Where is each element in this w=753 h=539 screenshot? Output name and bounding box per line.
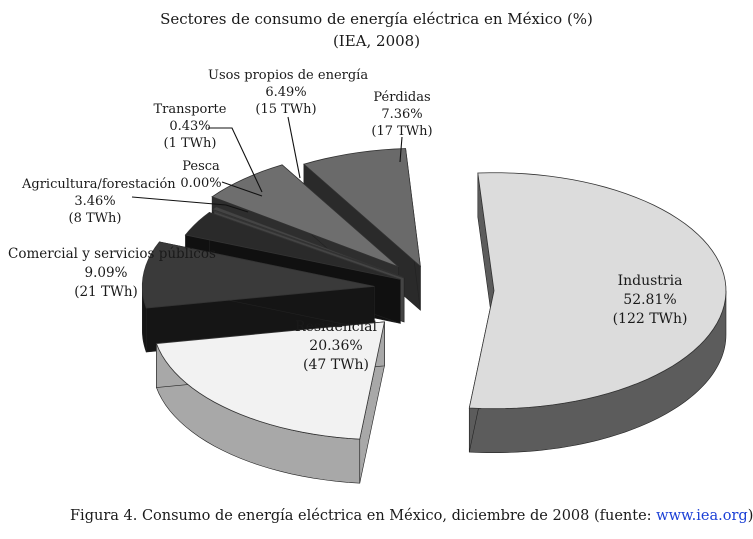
slice-residencial-top: [155, 321, 385, 440]
leader-agricultura: [131, 196, 249, 213]
label-comercial-name: Comercial y servicios públicos: [8, 246, 216, 262]
label-perdidas-name: Pérdidas: [373, 90, 431, 105]
label-residencial-percent: 20.36%: [309, 338, 363, 354]
slice-industria: [468, 172, 727, 454]
slice-perdidas-top: [303, 148, 421, 268]
slice-pesca-top: [212, 209, 405, 279]
slice-transporte-top: [211, 206, 403, 278]
caption-text: Figura 4. Consumo de energía eléctrica e…: [70, 508, 657, 524]
label-perdidas: Pérdidas 7.36% (17 TWh): [364, 89, 440, 140]
label-residencial: Residencial 20.36% (47 TWh): [276, 318, 396, 375]
figure-caption: Figura 4. Consumo de energía eléctrica e…: [70, 508, 753, 524]
label-pesca-name: Pesca: [182, 159, 220, 174]
label-transporte-name: Transporte: [153, 102, 227, 117]
label-perdidas-twh: (17 TWh): [371, 124, 433, 139]
label-comercial: Comercial y servicios públicos 9.09% (21…: [8, 245, 216, 302]
label-agricultura-percent: 3.46%: [74, 194, 116, 209]
label-industria-twh: (122 TWh): [612, 311, 688, 327]
label-usos-propios: Usos propios de energía 6.49% (15 TWh): [208, 67, 369, 118]
slice-agricultura-top: [184, 211, 401, 280]
chart-title: Sectores de consumo de energía eléctrica…: [160, 10, 593, 28]
label-industria-percent: 52.81%: [623, 292, 677, 308]
label-perdidas-percent: 7.36%: [381, 107, 423, 122]
slice-comercial-top: [141, 241, 375, 309]
label-comercial-percent: 9.09%: [84, 265, 128, 281]
label-usos-propios-percent: 6.49%: [265, 85, 307, 100]
leader-transporte: [208, 127, 263, 193]
leader-perdidas: [399, 136, 403, 163]
slice-residencial: [155, 321, 385, 484]
label-residencial-twh: (47 TWh): [303, 357, 369, 373]
label-agricultura-name: Agricultura/forestación: [22, 177, 176, 192]
label-industria: Industria 52.81% (122 TWh): [600, 272, 700, 329]
label-comercial-twh: (21 TWh): [74, 284, 138, 300]
label-industria-name: Industria: [617, 273, 683, 289]
label-pesca: Pesca 0.00%: [176, 158, 226, 192]
label-agricultura: Agricultura/forestación 3.46% (8 TWh): [22, 176, 176, 227]
label-usos-propios-name: Usos propios de energía: [208, 68, 369, 83]
label-transporte: Transporte 0.43% (1 TWh): [150, 101, 230, 152]
label-usos-propios-twh: (15 TWh): [255, 102, 317, 117]
slice-industria-top: [468, 172, 727, 410]
leader-pesca: [221, 181, 263, 197]
caption-link[interactable]: www.iea.org: [656, 508, 748, 524]
label-agricultura-twh: (8 TWh): [68, 211, 122, 226]
label-transporte-percent: 0.43%: [169, 119, 211, 134]
label-residencial-name: Residencial: [295, 319, 377, 335]
label-transporte-twh: (1 TWh): [163, 136, 217, 151]
caption-end: ).: [747, 508, 753, 524]
leader-usos-propios: [287, 116, 301, 179]
chart-subtitle: (IEA, 2008): [332, 32, 421, 50]
label-pesca-percent: 0.00%: [180, 176, 222, 191]
slice-comercial: [141, 241, 375, 353]
slice-usos-propios-top: [211, 164, 399, 268]
